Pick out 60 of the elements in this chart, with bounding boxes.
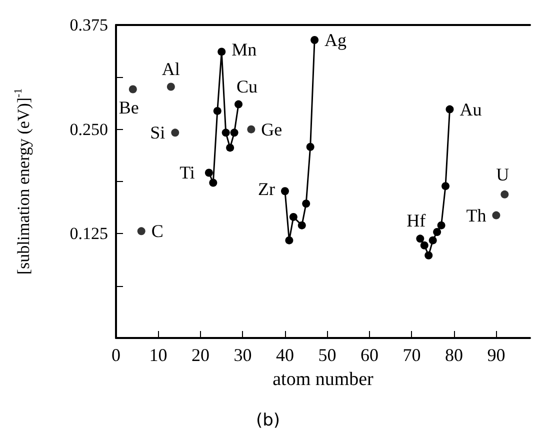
point <box>280 187 289 196</box>
point <box>310 36 319 44</box>
point <box>234 100 243 108</box>
point <box>222 128 230 137</box>
annotation: Au <box>460 99 482 120</box>
x-tick-label: 0 <box>112 345 120 365</box>
y-tick-label: 0.375 <box>70 16 108 34</box>
x-tick-label: 50 <box>318 345 336 365</box>
point <box>213 106 222 115</box>
x-tick-label: 10 <box>149 345 168 365</box>
point <box>306 142 314 151</box>
x-tick-label: 30 <box>234 345 252 365</box>
annotation: C <box>151 221 164 242</box>
point <box>416 234 424 243</box>
point <box>289 212 298 221</box>
y-tick-label: 0.250 <box>70 120 108 139</box>
annotation: Si <box>150 122 166 143</box>
annotation: U <box>496 164 510 184</box>
annotation: Zr <box>258 179 275 200</box>
x-tick-label: 40 <box>276 345 294 365</box>
annotation: Mn <box>232 40 257 60</box>
point <box>230 128 238 137</box>
point <box>420 241 428 250</box>
point <box>428 236 437 244</box>
annotation: Ge <box>261 119 282 140</box>
point <box>128 85 137 94</box>
point <box>209 178 218 187</box>
y-tick-label: 0.125 <box>70 224 108 244</box>
y-axis-title: [sublimation energy (eV)]-1 <box>12 88 33 275</box>
x-tick-label: 20 <box>191 345 210 365</box>
point <box>166 82 175 91</box>
point <box>137 227 146 236</box>
annotation: Ag <box>324 30 347 50</box>
point <box>492 211 500 220</box>
annotation: Cu <box>236 76 258 96</box>
point <box>446 105 454 114</box>
point <box>433 228 442 236</box>
x-tick-label: 80 <box>444 345 463 365</box>
text: (b) <box>256 410 280 430</box>
annotation: Al <box>162 58 180 79</box>
point <box>285 236 294 244</box>
annotation: Th <box>466 205 486 226</box>
point <box>424 251 433 260</box>
point <box>226 144 234 152</box>
point <box>302 200 310 208</box>
annotation: Be <box>118 97 139 118</box>
point <box>442 182 450 190</box>
annotation: Ti <box>180 162 195 183</box>
point <box>500 190 509 198</box>
x-tick-label: 70 <box>402 345 421 365</box>
x-tick-label: 60 <box>360 345 378 365</box>
x-axis-title: atom number <box>272 369 374 390</box>
point <box>218 48 226 56</box>
annotation: Hf <box>406 210 426 231</box>
x-tick-label: 90 <box>487 345 506 365</box>
point <box>247 125 256 134</box>
point <box>437 221 446 230</box>
point <box>298 221 306 230</box>
point <box>171 128 180 137</box>
point <box>204 168 213 177</box>
